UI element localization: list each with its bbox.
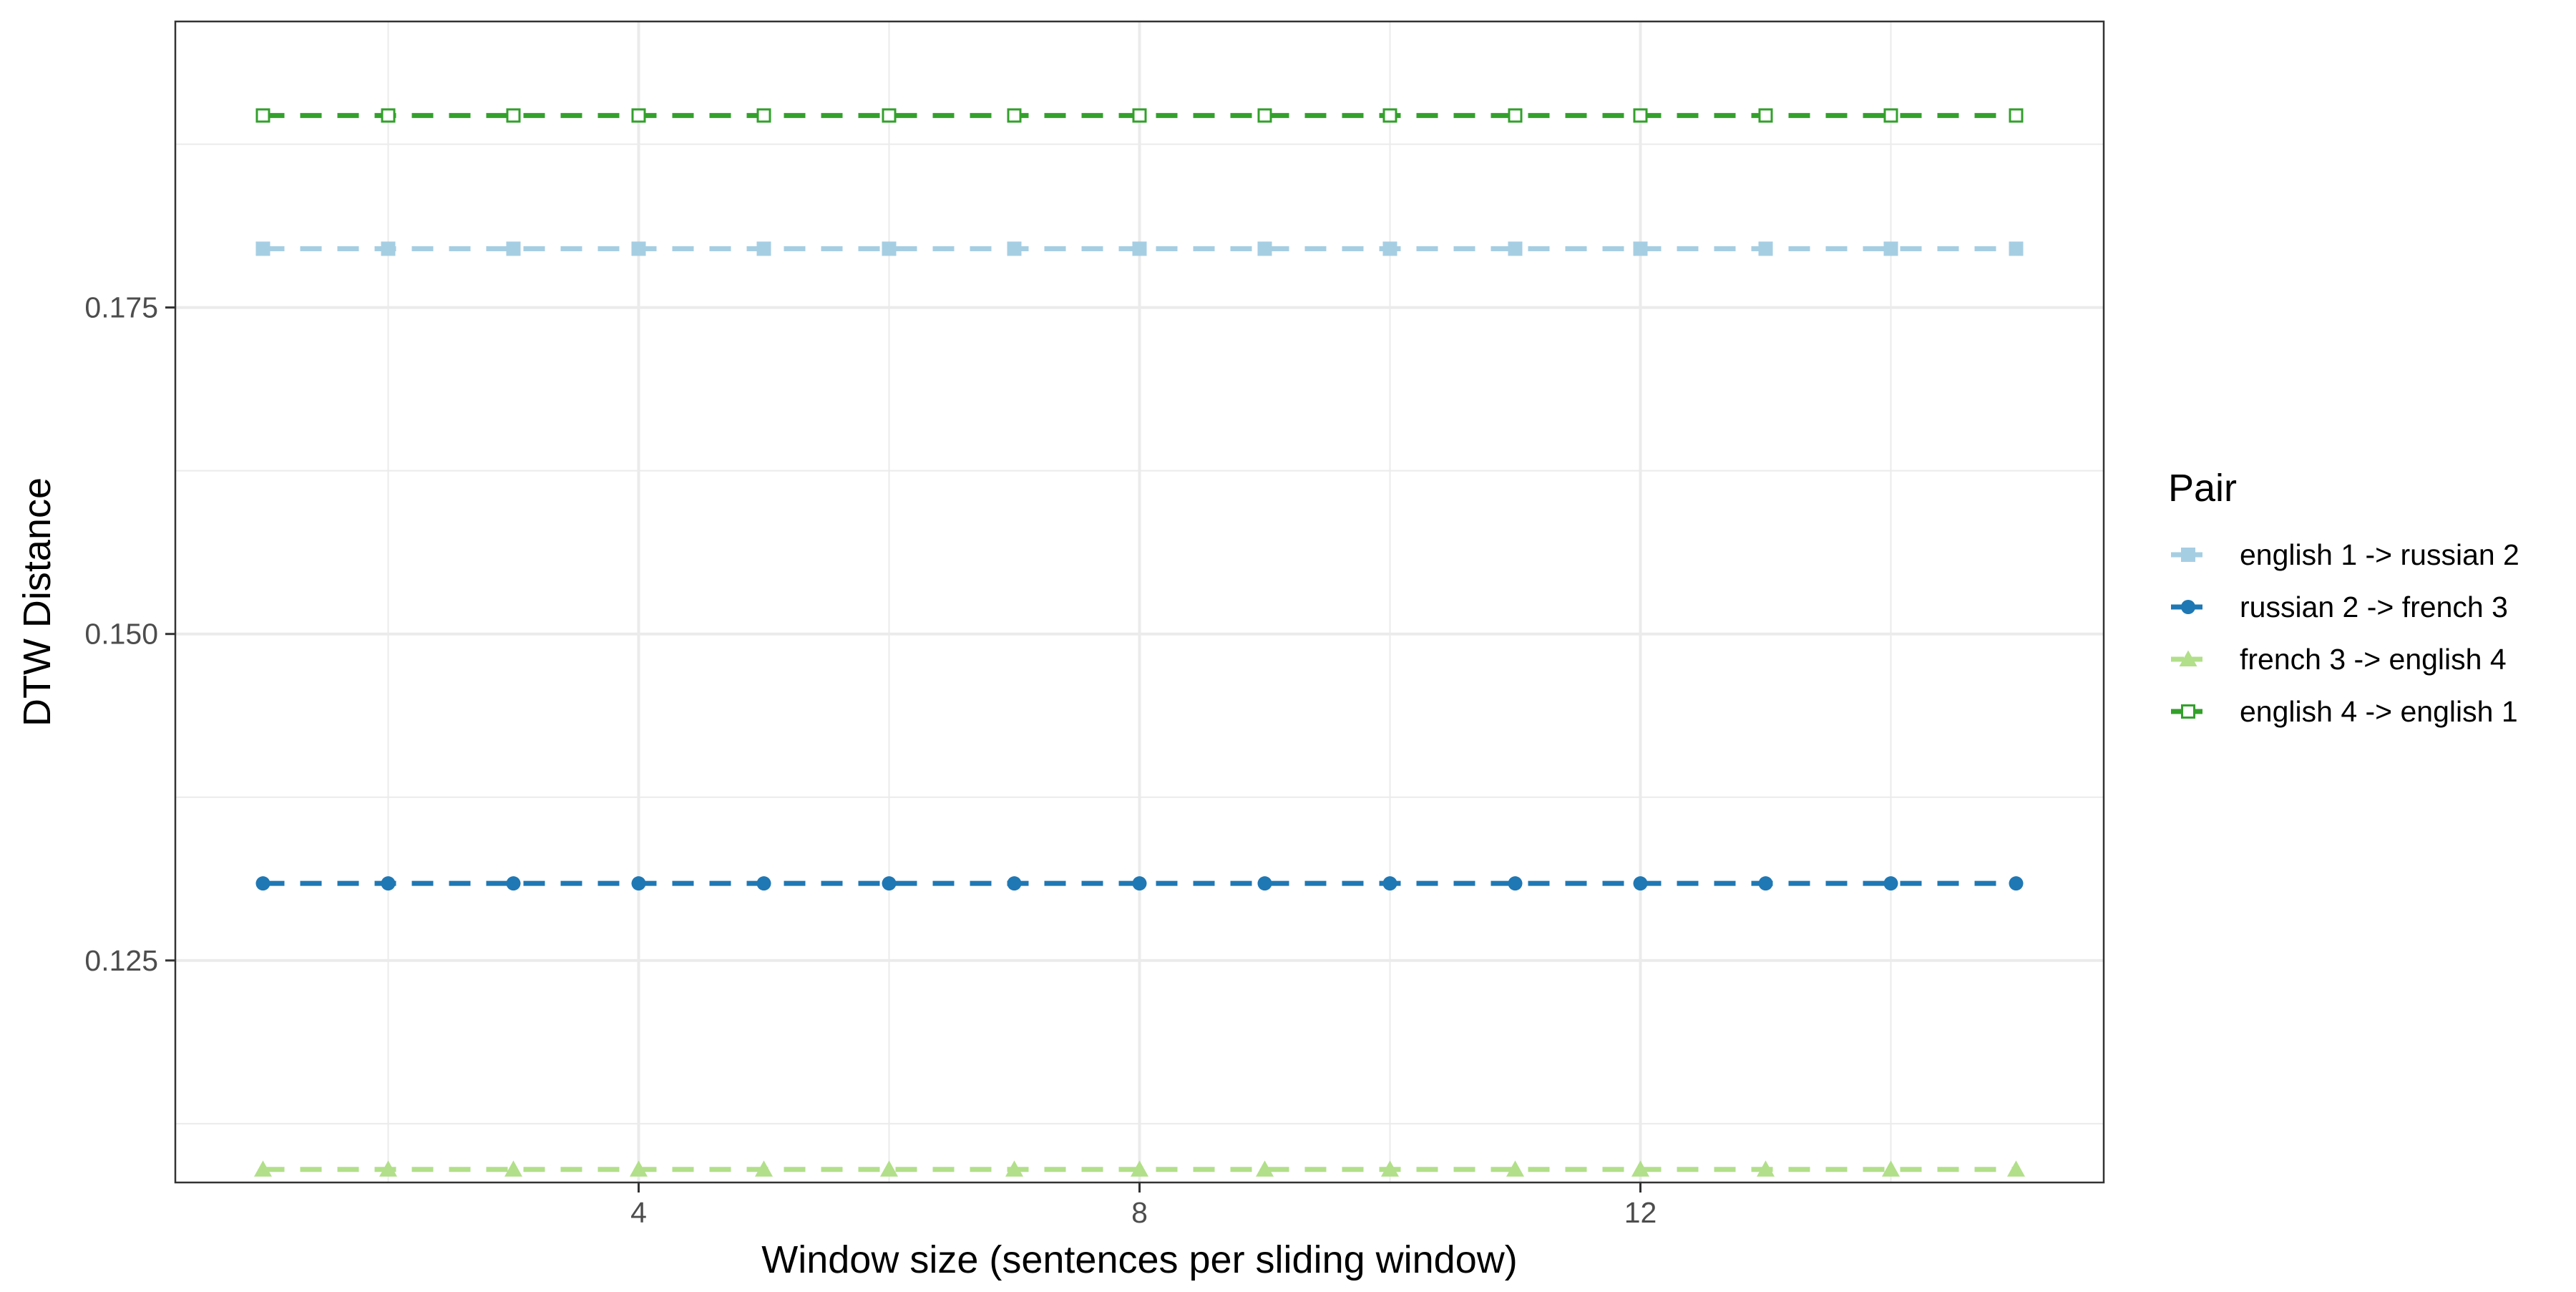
legend-title: Pair — [2168, 467, 2237, 510]
point-marker — [1005, 1160, 1023, 1177]
y-tick-label: 0.125 — [84, 944, 158, 977]
x-tick-label: 12 — [1624, 1196, 1657, 1229]
point-marker — [631, 876, 646, 891]
point-marker — [882, 241, 897, 256]
point-marker — [631, 108, 646, 123]
legend-label: english 4 -> english 1 — [2240, 695, 2518, 728]
point-marker — [1758, 876, 1773, 891]
legend-label: english 1 -> russian 2 — [2240, 538, 2519, 571]
point-marker — [1506, 1160, 1524, 1177]
point-marker — [1882, 1160, 1900, 1177]
x-tick-label: 8 — [1131, 1196, 1148, 1229]
point-marker — [2181, 704, 2195, 719]
point-marker — [255, 241, 270, 256]
point-marker — [1381, 1160, 1399, 1177]
series-4 — [255, 108, 2024, 123]
point-marker — [756, 241, 771, 256]
point-marker — [756, 876, 771, 891]
point-marker — [630, 1160, 648, 1177]
point-marker — [1883, 241, 1898, 256]
point-marker — [1007, 108, 1022, 123]
point-marker — [631, 241, 646, 256]
point-marker — [880, 1160, 898, 1177]
point-marker — [506, 876, 521, 891]
point-marker — [1382, 108, 1397, 123]
point-marker — [254, 1160, 272, 1177]
point-marker — [2181, 548, 2195, 562]
point-marker — [1758, 108, 1773, 123]
point-marker — [756, 108, 771, 123]
point-marker — [1631, 1160, 1649, 1177]
point-marker — [1257, 241, 1272, 256]
point-marker — [2007, 1160, 2025, 1177]
point-marker — [1883, 108, 1898, 123]
point-marker — [882, 876, 897, 891]
x-axis-title: Window size (sentences per sliding windo… — [761, 1238, 1517, 1281]
point-marker — [1007, 876, 1022, 891]
point-marker — [381, 241, 396, 256]
legend: Pair english 1 -> russian 2 russian 2 -> … — [2168, 467, 2519, 728]
point-marker — [1131, 1160, 1148, 1177]
point-marker — [1132, 876, 1147, 891]
point-marker — [1257, 108, 1272, 123]
series-1 — [255, 241, 2024, 256]
point-marker — [882, 108, 897, 123]
point-marker — [381, 876, 396, 891]
point-marker — [1132, 108, 1147, 123]
y-tick-label: 0.150 — [84, 618, 158, 651]
legend-label: russian 2 -> french 3 — [2240, 591, 2508, 623]
point-marker — [1007, 241, 1022, 256]
point-marker — [506, 241, 521, 256]
point-marker — [755, 1160, 773, 1177]
point-marker — [1633, 108, 1648, 123]
point-marker — [255, 876, 270, 891]
grid-major-lines — [175, 21, 2104, 1182]
point-marker — [504, 1160, 522, 1177]
point-marker — [2009, 108, 2024, 123]
point-marker — [1757, 1160, 1775, 1177]
point-marker — [381, 108, 396, 123]
point-marker — [255, 108, 270, 123]
point-marker — [1256, 1160, 1274, 1177]
y-axis: 0.125 0.150 0.175 — [84, 291, 175, 977]
point-marker — [2009, 241, 2024, 256]
point-marker — [1508, 241, 1523, 256]
point-marker — [1758, 241, 1773, 256]
legend-label: french 3 -> english 4 — [2240, 643, 2507, 676]
point-marker — [1132, 241, 1147, 256]
point-marker — [2181, 600, 2195, 614]
x-tick-label: 4 — [630, 1196, 647, 1229]
point-marker — [506, 108, 521, 123]
point-marker — [1257, 876, 1272, 891]
point-marker — [1382, 241, 1397, 256]
point-marker — [2179, 650, 2197, 666]
point-marker — [1633, 876, 1648, 891]
legend-item: english 4 -> english 1 — [2171, 695, 2518, 728]
point-marker — [1382, 876, 1397, 891]
y-axis-title: DTW Distance — [16, 477, 59, 727]
series-layer — [254, 108, 2025, 1177]
legend-item: french 3 -> english 4 — [2171, 643, 2507, 676]
point-marker — [1883, 876, 1898, 891]
point-marker — [1508, 108, 1523, 123]
legend-item: russian 2 -> french 3 — [2171, 591, 2508, 623]
point-marker — [2009, 876, 2024, 891]
series-3 — [254, 1160, 2025, 1177]
point-marker — [379, 1160, 397, 1177]
point-marker — [1633, 241, 1648, 256]
point-marker — [1508, 876, 1523, 891]
x-axis: 4 8 12 — [630, 1182, 1657, 1229]
series-2 — [255, 876, 2024, 891]
y-tick-label: 0.175 — [84, 291, 158, 324]
legend-item: english 1 -> russian 2 — [2171, 538, 2519, 571]
